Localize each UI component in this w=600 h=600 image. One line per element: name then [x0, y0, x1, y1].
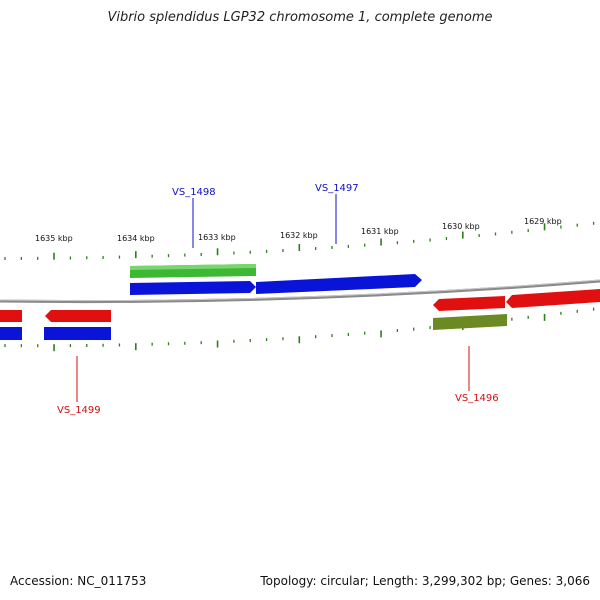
accession-text: Accession: NC_011753 [10, 574, 147, 588]
kbp-label: 1635 kbp [35, 234, 73, 243]
genome-summary-text: Topology: circular; Length: 3,299,302 bp… [260, 574, 590, 588]
cds-reverse-vs1496[interactable] [433, 296, 505, 311]
gene-label-vs1496[interactable]: VS_1496 [455, 393, 499, 404]
cds-forward-vs1498[interactable] [130, 281, 256, 295]
outer-tick-ring [4, 221, 595, 260]
map-title: Vibrio splendidus LGP32 chromosome 1, co… [107, 10, 493, 25]
gene-olive-feature[interactable] [433, 314, 507, 330]
gene-features [0, 264, 600, 340]
kbp-label: 1632 kbp [280, 231, 318, 240]
kbp-label: 1633 kbp [198, 233, 236, 242]
cds-forward-vs1497[interactable] [256, 274, 422, 294]
gene-label-vs1497[interactable]: VS_1497 [315, 183, 359, 194]
cds-reverse-right[interactable] [506, 289, 600, 308]
gene-green-feature-highlight [130, 264, 256, 270]
chromosome-backbone [0, 279, 600, 304]
gene-label-vs1499[interactable]: VS_1499 [57, 405, 101, 416]
kbp-label: 1629 kbp [524, 217, 562, 226]
chromosome-backbone-highlight [0, 279, 600, 302]
gene-label-leaders [76, 194, 470, 402]
kbp-label: 1631 kbp [361, 227, 399, 236]
kbp-label: 1630 kbp [442, 222, 480, 231]
cds-reverse-left[interactable] [0, 310, 22, 322]
inner-tick-ring [4, 307, 595, 352]
cds-forward-lower-left[interactable] [0, 327, 22, 340]
cds-forward-lower[interactable] [44, 327, 111, 340]
gene-label-vs1498[interactable]: VS_1498 [172, 187, 216, 198]
position-labels: 1635 kbp 1634 kbp 1633 kbp 1632 kbp 1631… [35, 217, 562, 243]
cds-reverse-vs1499[interactable] [45, 310, 111, 322]
kbp-label: 1634 kbp [117, 234, 155, 243]
gene-labels: VS_1498 VS_1497 VS_1499 VS_1496 [57, 183, 499, 416]
